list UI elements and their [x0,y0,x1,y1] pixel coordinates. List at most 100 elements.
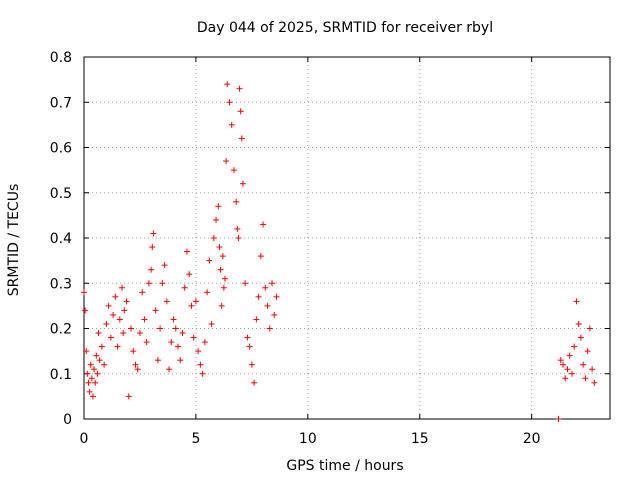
data-point [149,244,156,251]
data-point [130,348,137,355]
data-point [94,370,101,377]
data-point [139,289,146,296]
data-point [573,298,580,305]
data-point [224,81,231,88]
data-point [154,357,161,364]
data-point [177,357,184,364]
data-point [92,379,99,386]
data-point [119,284,126,291]
data-point [199,370,206,377]
plot-frame [83,56,611,420]
data-point [242,280,249,287]
data-point [557,357,564,364]
data-point [244,334,251,341]
data-point [157,325,164,332]
data-point [253,316,260,323]
data-point [555,416,562,422]
data-point [559,361,566,368]
data-point [215,203,222,210]
data-point [219,253,226,260]
data-point [107,334,114,341]
data-point [183,248,190,255]
data-point [190,334,197,341]
data-point [95,330,102,337]
data-point [226,99,233,106]
data-point [150,230,157,237]
x-tick-label: 5 [191,431,200,447]
data-point [217,266,224,273]
data-point [197,361,204,368]
y-tick-label: 0 [63,412,72,428]
data-point [195,348,202,355]
data-point [246,343,253,350]
data-point [96,357,103,364]
data-point [575,320,582,327]
data-point [582,375,589,382]
data-point [262,284,269,291]
data-point [172,325,179,332]
data-point [134,366,141,373]
y-tick-label: 0.1 [50,367,72,383]
data-point [112,293,119,300]
data-point [143,339,150,346]
data-point [125,393,132,400]
data-point [188,302,195,309]
data-point [208,320,215,327]
data-point [170,316,177,323]
data-point [141,316,148,323]
data-point [236,85,243,92]
data-point [83,348,90,355]
data-point [84,370,91,377]
data-point [103,320,110,327]
data-point [114,343,121,350]
data-point [168,339,175,346]
data-point [566,352,573,359]
data-point [210,235,217,241]
y-tick-label: 0.7 [50,95,72,111]
data-point [239,180,246,187]
data-point [273,293,280,300]
data-point [255,293,262,300]
data-point [89,393,96,400]
data-point [148,266,155,273]
data-point [105,302,112,309]
y-tick-label: 0.6 [50,141,72,157]
grid-lines [84,57,610,419]
data-point [568,370,575,377]
data-point [82,307,89,314]
data-point [85,379,92,386]
data-point [201,339,208,346]
data-point [213,216,220,223]
data-point [269,280,276,287]
data-point [161,262,168,269]
data-point [257,253,264,260]
data-point [128,325,135,332]
x-tick-label: 10 [299,431,317,447]
data-point [88,375,95,382]
data-point [584,348,591,355]
data-point [123,298,130,305]
data-point [159,280,166,287]
data-point [238,135,245,142]
data-point [228,121,235,128]
y-tick-label: 0.8 [50,50,72,66]
data-point [91,366,98,373]
data-point [264,302,271,309]
data-point [132,361,139,368]
data-point [562,375,569,382]
data-point [98,343,105,350]
x-tick-label: 20 [523,431,541,447]
data-point [248,361,255,368]
y-tick-label: 0.3 [50,276,72,292]
data-point [266,325,273,332]
y-tick-label: 0.5 [50,186,72,202]
data-point [216,244,223,251]
data-point [589,366,596,373]
data-point [86,388,93,395]
data-point [87,361,94,368]
y-tick-label: 0.2 [50,322,72,338]
data-point [220,284,227,291]
data-point [175,343,182,350]
data-point [163,298,170,305]
